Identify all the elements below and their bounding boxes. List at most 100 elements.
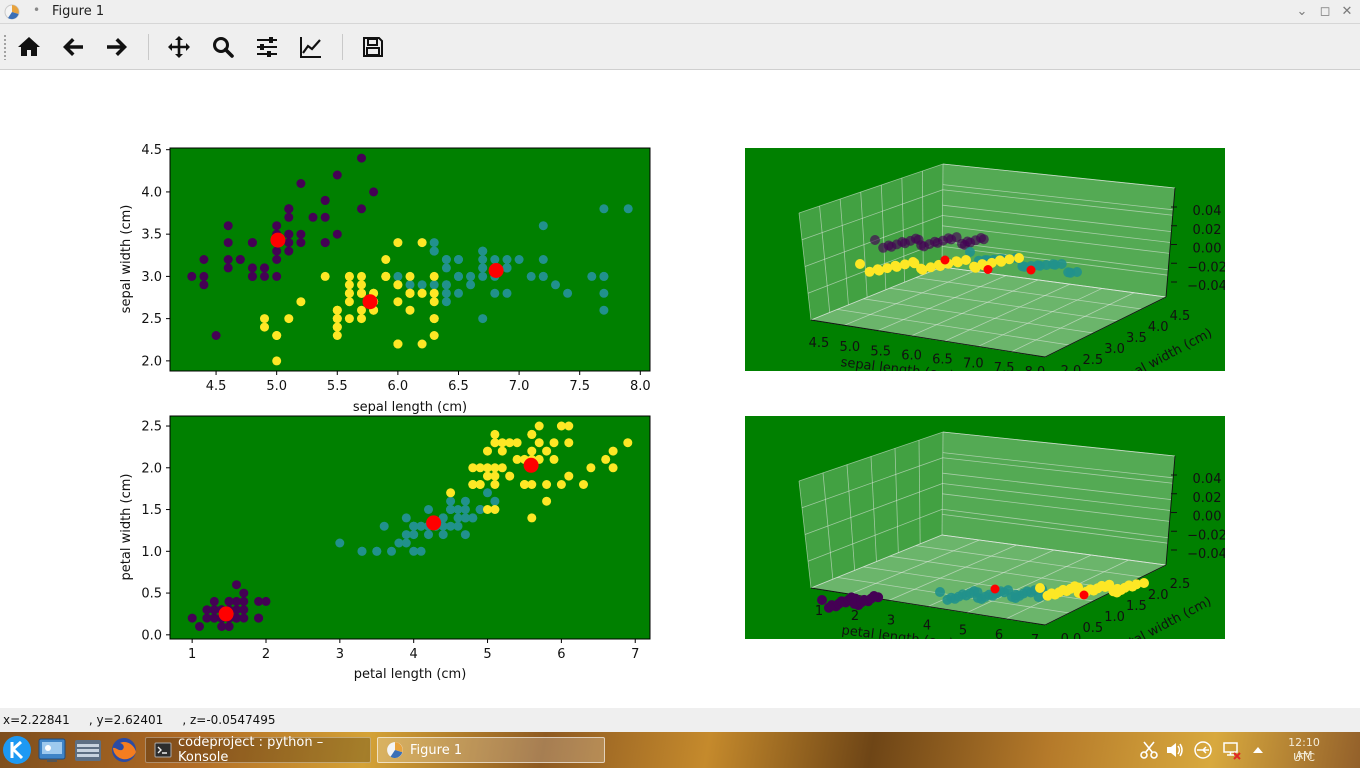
network-disconnected-icon[interactable] bbox=[1221, 740, 1241, 760]
data-point bbox=[239, 588, 249, 598]
desktop-pager-button[interactable] bbox=[37, 736, 67, 764]
grid-line bbox=[942, 483, 1171, 511]
zoom-icon bbox=[213, 37, 234, 58]
data-point bbox=[344, 280, 354, 290]
grid-line bbox=[941, 266, 1167, 298]
x-tick-label: 6.0 bbox=[388, 379, 409, 394]
grid-line bbox=[942, 240, 1169, 271]
data-point bbox=[429, 271, 439, 281]
home-button[interactable] bbox=[15, 33, 43, 61]
taskbar-task-figure[interactable]: Figure 1 bbox=[377, 737, 605, 763]
data-point bbox=[497, 438, 507, 448]
data-point bbox=[332, 229, 342, 239]
usb-icon[interactable] bbox=[1193, 740, 1213, 760]
zoom-button[interactable] bbox=[209, 33, 237, 61]
axis-line bbox=[1165, 455, 1176, 566]
close-icon[interactable]: ✕ bbox=[1341, 4, 1353, 19]
home-icon bbox=[18, 37, 40, 56]
data-point bbox=[483, 488, 492, 498]
data-point bbox=[441, 280, 451, 290]
data-point bbox=[551, 280, 560, 290]
y-tick-label: 2.0 bbox=[141, 461, 162, 476]
x-tick-label: 7 bbox=[631, 647, 639, 662]
application-launcher-button[interactable] bbox=[2, 735, 32, 765]
firefox-button[interactable] bbox=[109, 735, 139, 765]
data-point bbox=[429, 314, 439, 324]
volume-icon[interactable] bbox=[1165, 740, 1185, 760]
data-point bbox=[223, 255, 233, 264]
data-point bbox=[1017, 261, 1028, 272]
data-point bbox=[357, 204, 366, 214]
x-tick-label: 2 bbox=[851, 609, 859, 624]
forward-button[interactable] bbox=[103, 33, 131, 61]
chevron-up-icon[interactable] bbox=[1248, 740, 1268, 760]
data-point bbox=[199, 280, 209, 290]
data-point bbox=[344, 314, 354, 324]
x-tick-label: 1 bbox=[188, 647, 196, 662]
data-point bbox=[247, 263, 257, 273]
grid-line bbox=[942, 472, 1172, 500]
data-point bbox=[549, 438, 559, 448]
customize-button[interactable] bbox=[297, 33, 325, 61]
data-point bbox=[478, 246, 488, 256]
pan-button[interactable] bbox=[165, 33, 193, 61]
data-point bbox=[357, 314, 366, 324]
data-point bbox=[357, 271, 366, 281]
data-point bbox=[223, 221, 233, 231]
file-manager-button[interactable] bbox=[73, 736, 103, 764]
data-point bbox=[897, 237, 908, 247]
x-axis-label: sepal length (cm) bbox=[353, 400, 467, 415]
data-point bbox=[564, 438, 574, 448]
data-point bbox=[527, 446, 537, 456]
clock-time[interactable]: 12:10 AM bbox=[1288, 736, 1320, 762]
data-point bbox=[505, 471, 515, 481]
x-tick-label: 5.0 bbox=[840, 340, 861, 355]
data-point bbox=[381, 255, 391, 264]
clock-zone[interactable]: UTC bbox=[1293, 751, 1315, 764]
petal-scatter-panel[interactable]: 1 2 3 4 5 6 7 0.0 0.5 1.0 1.5 2.0 2.5 petal length (… bbox=[100, 407, 670, 687]
toolbar-grip[interactable] bbox=[3, 34, 7, 60]
data-point bbox=[320, 195, 330, 205]
data-point bbox=[401, 538, 411, 548]
sepal-3d-panel[interactable]: 4.55.05.56.06.57.07.58.02.02.53.03.54.04… bbox=[745, 148, 1225, 371]
data-point bbox=[254, 613, 264, 623]
data-point bbox=[393, 238, 403, 248]
data-point bbox=[564, 421, 574, 431]
subplots-button[interactable] bbox=[253, 33, 281, 61]
scissors-icon[interactable] bbox=[1139, 740, 1159, 760]
data-point bbox=[441, 263, 451, 273]
grid-line bbox=[942, 163, 1176, 189]
grid-line bbox=[889, 287, 1118, 322]
data-point bbox=[224, 622, 234, 631]
figure-canvas[interactable]: 4.5 5.0 5.5 6.0 6.5 7.0 7.5 8.0 2.0 2.5 3.0 3.5 4.0 4… bbox=[0, 71, 1360, 708]
data-point bbox=[466, 280, 476, 290]
data-point bbox=[526, 271, 536, 281]
data-point bbox=[379, 521, 389, 531]
data-point bbox=[453, 513, 463, 523]
centroid-point bbox=[488, 263, 504, 278]
data-point bbox=[1139, 578, 1149, 588]
data-point bbox=[490, 496, 500, 506]
data-point bbox=[260, 314, 269, 324]
y-tick-label: 2.0 bbox=[1061, 364, 1082, 371]
petal-3d-panel[interactable]: 1 2 3 4 5 6 7 0.00.51.01.52.02.5 0.04 0.02 0.00 −0.… bbox=[745, 416, 1225, 639]
minimize-icon[interactable]: ⌄ bbox=[1296, 4, 1308, 19]
y-tick-label: 3.0 bbox=[1104, 342, 1125, 357]
save-button[interactable] bbox=[359, 33, 387, 61]
y-tick-label: 1.0 bbox=[1104, 610, 1125, 625]
y-tick-label: 0.0 bbox=[141, 628, 162, 643]
data-point bbox=[478, 271, 488, 281]
back-button[interactable] bbox=[59, 33, 87, 61]
window-titlebar: • Figure 1 ⌄ ◻ ✕ bbox=[0, 0, 1360, 24]
data-point bbox=[870, 235, 880, 245]
taskbar-task-konsole[interactable]: codeproject : python – Konsole bbox=[145, 735, 371, 765]
maximize-icon[interactable]: ◻ bbox=[1319, 4, 1331, 19]
data-point bbox=[490, 463, 500, 473]
y-tick-label: 2.5 bbox=[1170, 577, 1191, 592]
data-point bbox=[344, 288, 354, 298]
sepal-scatter-panel[interactable]: 4.5 5.0 5.5 6.0 6.5 7.0 7.5 8.0 2.0 2.5 3.0 3.5 4.0 4… bbox=[100, 139, 670, 419]
grid-line bbox=[801, 457, 943, 509]
x-tick-label: 6 bbox=[557, 647, 565, 662]
firefox-icon bbox=[112, 738, 136, 762]
y-tick-label: 0.5 bbox=[141, 587, 162, 602]
